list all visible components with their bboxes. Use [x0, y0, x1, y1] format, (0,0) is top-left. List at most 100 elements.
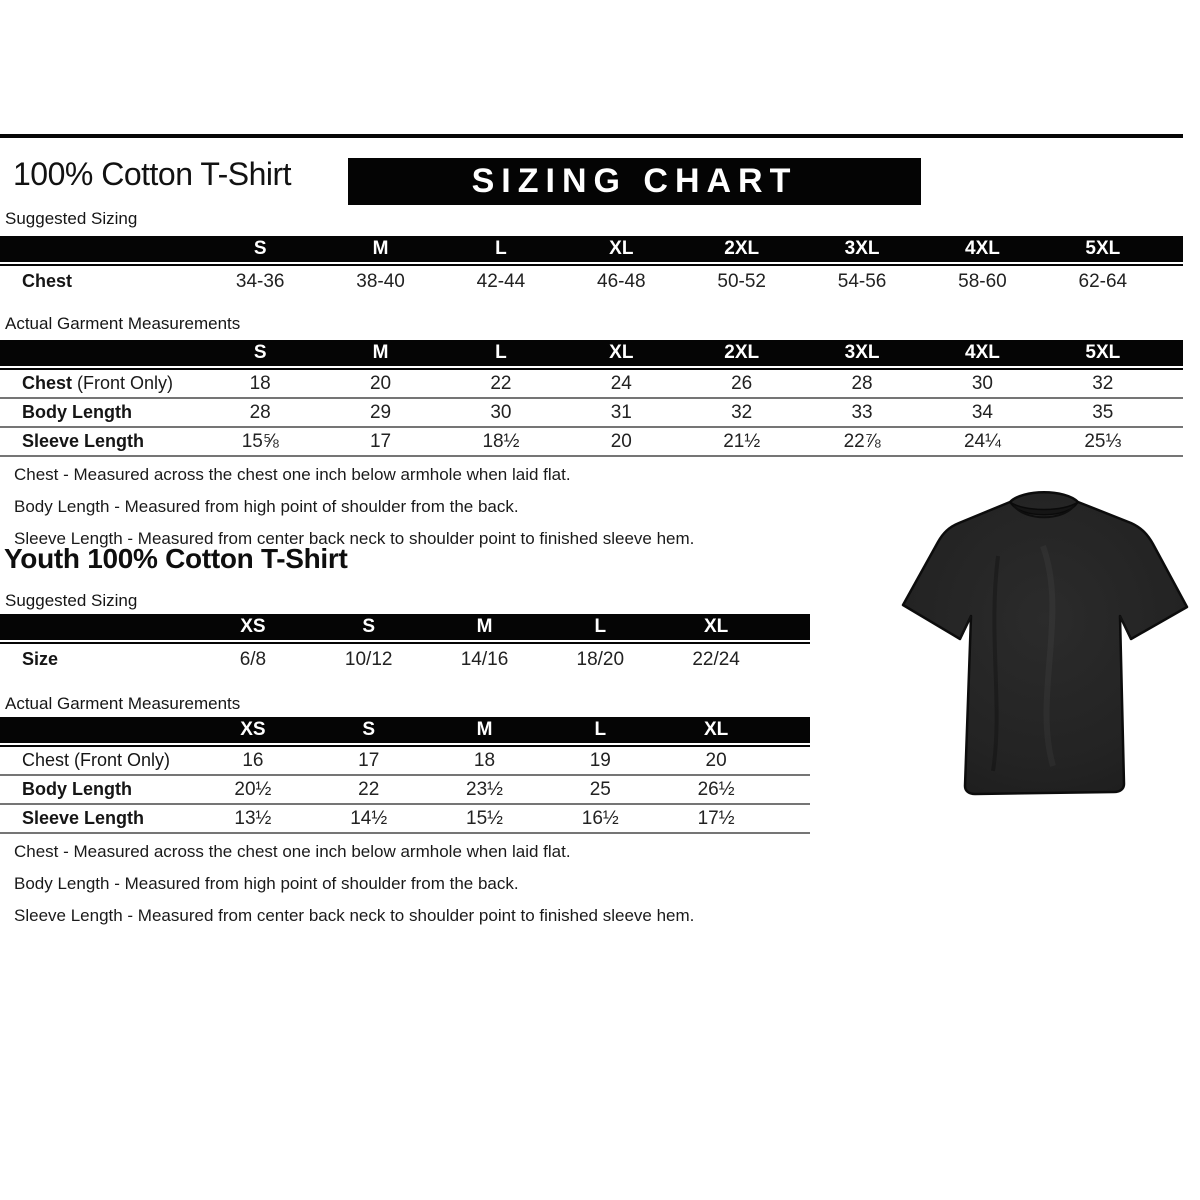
tshirt-left-sleeve-seam — [959, 615, 972, 640]
cell-value: 50-52 — [717, 270, 766, 292]
column-header-2xl: 2XL — [724, 238, 760, 259]
cell-value: 25 — [589, 778, 611, 800]
cell-value: 23½ — [466, 778, 503, 800]
cell-value: 20 — [369, 372, 392, 394]
table-row: Size 6/8 10/12 14/16 18/20 22/24 — [0, 644, 810, 675]
black-tshirt-graphic — [901, 491, 1189, 796]
column-header-3xl: 3XL — [844, 238, 880, 259]
column-header-m: M — [372, 238, 389, 259]
column-header-4xl: 4XL — [965, 342, 1000, 363]
column-header-xl: XL — [609, 342, 634, 363]
adult-actual-measurements-label: Actual Garment Measurements — [5, 314, 241, 333]
cell-value: 32 — [731, 401, 753, 423]
cell-value: 18 — [249, 372, 271, 394]
column-header-xl: XL — [609, 238, 634, 259]
cell-value: 30 — [490, 401, 512, 423]
row-label-cell: Size — [0, 649, 195, 670]
header-underline — [0, 368, 1183, 370]
column-header-5xl: 5XL — [1085, 238, 1121, 259]
cell-value: 38-40 — [356, 270, 405, 292]
row-label-cell: Chest (Front Only) — [0, 373, 200, 394]
tshirt-wrinkle — [991, 555, 1000, 772]
tshirt-collar — [1009, 501, 1079, 516]
cell-value: 16½ — [581, 807, 619, 829]
adult-suggested-sizing-label: Suggested Sizing — [5, 209, 138, 228]
row-label: Chest (Front Only) — [22, 750, 171, 770]
column-header-4xl: 4XL — [965, 238, 1000, 259]
tshirt-wrinkle — [1040, 544, 1056, 767]
cell-value: 18 — [473, 749, 496, 771]
cell-value: 6/8 — [239, 648, 267, 670]
cell-value: 24 — [610, 372, 632, 394]
row-label-cell: Chest — [0, 271, 200, 292]
note-body-length: Body Length - Measured from high point o… — [14, 874, 519, 893]
cell-value: 16 — [242, 749, 264, 771]
row-label: Body Length — [22, 779, 132, 799]
table-row: Chest 34-36 38-40 42-44 46-48 50-52 54-56 58-60… — [0, 266, 1183, 297]
sizing-chart-banner: SIZING CHART — [348, 158, 921, 205]
header-underline — [0, 264, 1183, 266]
youth-measurement-notes: Chest - Measured across the chest one in… — [14, 836, 694, 932]
column-header-s: S — [362, 719, 376, 740]
cell-value: 15⅝ — [241, 430, 279, 452]
table-body: Chest (Front Only) 16 17 18 19 20 Body Length 2… — [0, 747, 810, 834]
table-header-row: S M L XL 2XL 3XL 4XL 5XL — [0, 340, 1183, 366]
column-header-m: M — [476, 719, 493, 740]
cell-value: 22 — [490, 372, 512, 394]
row-label-suffix: (Front Only) — [72, 373, 174, 393]
column-header-xs: XS — [240, 719, 266, 740]
cell-value: 58-60 — [958, 270, 1007, 292]
header-underline — [0, 642, 810, 644]
cell-value: 18/20 — [576, 648, 625, 670]
cell-value: 26½ — [697, 778, 735, 800]
youth-section-title: Youth 100% Cotton T-Shirt — [4, 543, 348, 574]
column-header-3xl: 3XL — [844, 342, 880, 363]
cell-value: 42-44 — [476, 270, 526, 292]
cell-value: 17 — [369, 430, 392, 452]
cell-value: 13½ — [234, 807, 272, 829]
cell-value: 19 — [589, 749, 611, 771]
cell-value: 46-48 — [597, 270, 646, 292]
column-header-xl: XL — [703, 616, 729, 637]
table-row: Body Length 28 29 30 31 32 33 34 35 — [0, 399, 1183, 428]
column-header-xs: XS — [240, 616, 266, 637]
header-underline — [0, 745, 810, 747]
row-label: Size — [22, 649, 59, 669]
cell-value: 21½ — [723, 430, 761, 452]
youth-suggested-sizing-label: Suggested Sizing — [5, 591, 138, 610]
youth-actual-measurements-label: Actual Garment Measurements — [5, 694, 241, 713]
cell-value: 28 — [249, 401, 271, 423]
cell-value: 20½ — [234, 778, 272, 800]
table-header-row: S M L XL 2XL 3XL 4XL 5XL — [0, 236, 1183, 262]
cell-value: 10/12 — [344, 648, 393, 670]
table-body: Chest (Front Only) 18 20 22 24 26 28 30 32 Body L… — [0, 370, 1183, 457]
tshirt-collar-seam — [1013, 505, 1075, 519]
adult-measurement-notes: Chest - Measured across the chest one in… — [14, 459, 694, 555]
column-header-m: M — [372, 342, 389, 363]
row-label: Sleeve Length — [22, 431, 145, 451]
table-header-row: XS S M L XL — [0, 717, 810, 743]
table-row: Chest (Front Only) 18 20 22 24 26 28 30 32 — [0, 370, 1183, 399]
adult-suggested-sizing-table: S M L XL 2XL 3XL 4XL 5XL Chest 34-36 38-40 42-44 46-… — [0, 236, 1183, 297]
top-divider-line — [0, 134, 1183, 138]
note-chest: Chest - Measured across the chest one in… — [14, 465, 571, 484]
cell-value: 35 — [1092, 401, 1114, 423]
cell-value: 22⅞ — [843, 430, 881, 452]
cell-value: 62-64 — [1078, 270, 1128, 292]
row-label-cell: Chest (Front Only) — [0, 750, 195, 771]
row-label-cell: Sleeve Length — [0, 808, 195, 829]
column-header-5xl: 5XL — [1085, 342, 1121, 363]
cell-value: 22/24 — [692, 648, 740, 670]
cell-value: 14½ — [350, 807, 388, 829]
table-body: Size 6/8 10/12 14/16 18/20 22/24 — [0, 644, 810, 675]
youth-suggested-sizing-table: XS S M L XL Size 6/8 10/12 14/16 18/20 22/24 — [0, 614, 810, 675]
note-sleeve-length: Sleeve Length - Measured from center bac… — [14, 906, 695, 925]
table-row: Chest (Front Only) 16 17 18 19 20 — [0, 747, 810, 776]
note-sleeve-length: Sleeve Length - Measured from center bac… — [14, 529, 695, 548]
cell-value: 18½ — [482, 430, 520, 452]
table-row: Body Length 20½ 22 23½ 25 26½ — [0, 776, 810, 805]
page-title: 100% Cotton T-Shirt — [13, 156, 292, 192]
cell-value: 25⅓ — [1084, 430, 1122, 452]
row-label: Body Length — [22, 402, 132, 422]
youth-actual-measurements-table: XS S M L XL Chest (Front Only) 16 17 18 19 20 Body … — [0, 717, 810, 834]
